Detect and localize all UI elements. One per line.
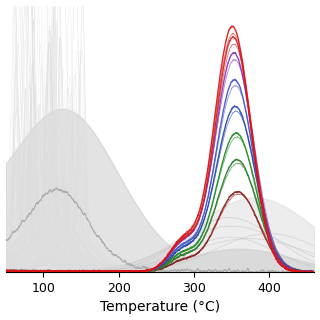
X-axis label: Temperature (°C): Temperature (°C) xyxy=(100,300,220,315)
